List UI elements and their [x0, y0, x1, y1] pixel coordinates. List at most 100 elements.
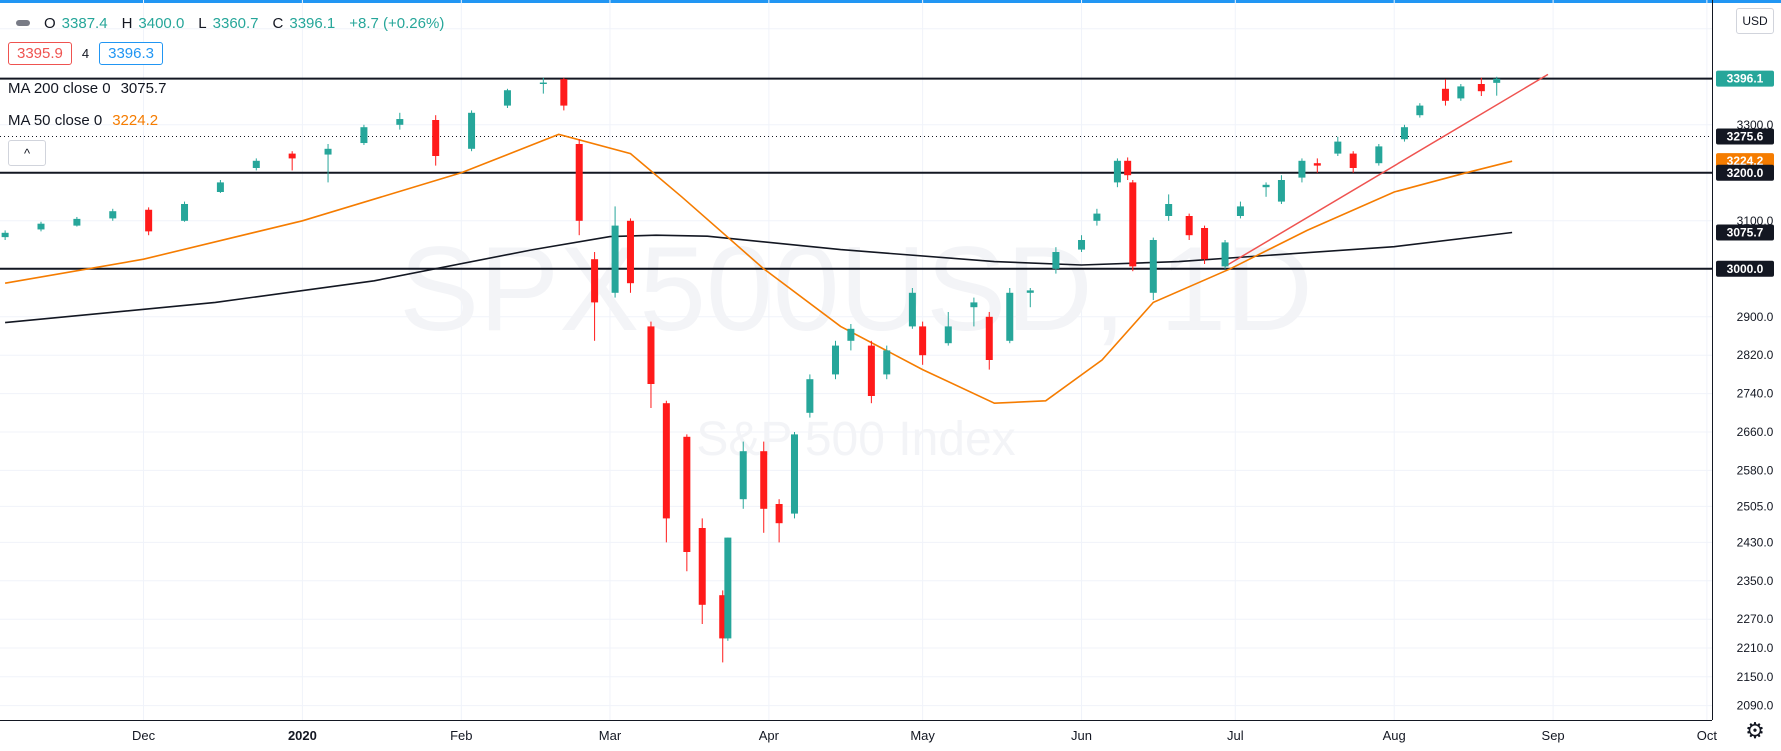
- ma200-value: 3075.7: [120, 80, 167, 97]
- candle-body: [1493, 78, 1501, 83]
- currency-button[interactable]: USD: [1736, 8, 1774, 34]
- candle-body: [1129, 182, 1137, 267]
- buy-price-button[interactable]: 3396.3: [99, 42, 164, 65]
- time-axis[interactable]: [0, 720, 1712, 751]
- candle-body: [181, 204, 189, 221]
- candle-body: [719, 595, 727, 639]
- price-tick-label: 2505.0: [1737, 499, 1774, 513]
- candle-body: [683, 436, 691, 552]
- candle-body: [1165, 204, 1173, 216]
- horizontal-levels[interactable]: [0, 77, 1712, 270]
- candle-body: [1298, 160, 1306, 178]
- candle-body: [1, 232, 9, 238]
- candle-body: [1078, 240, 1086, 250]
- minus-icon: [16, 20, 30, 26]
- price-axis-labels: 2090.0 2150.0 2210.0 2270.0 2350.0 2430.0 2505…: [1737, 22, 1774, 713]
- price-tick-label: 2090.0: [1737, 699, 1774, 713]
- collapse-legend-button[interactable]: [8, 12, 38, 34]
- price-axis[interactable]: [1712, 0, 1781, 720]
- price-tick-label: 2270.0: [1737, 612, 1774, 626]
- candle-body: [775, 504, 783, 524]
- candle-body: [919, 326, 927, 356]
- candle-body: [216, 182, 224, 192]
- price-tick-label: 2210.0: [1737, 641, 1774, 655]
- ma200-legend[interactable]: MA 200 close 0 3075.7: [8, 80, 166, 97]
- candle-body: [698, 528, 706, 605]
- price-tick-label: 2350.0: [1737, 574, 1774, 588]
- symbol-watermark: SPX500USD, 1D S&P 500 Index: [399, 222, 1313, 466]
- candle-body: [468, 112, 476, 149]
- candle-body: [611, 225, 619, 293]
- legend-toggle-button[interactable]: ^: [8, 140, 46, 166]
- time-tick-label: Apr: [759, 728, 780, 743]
- low-value: 3360.7: [212, 14, 259, 32]
- time-tick-label: 2020: [288, 728, 317, 743]
- price-tick-label: 2150.0: [1737, 670, 1774, 684]
- candle-body: [360, 127, 368, 144]
- candle-body: [575, 144, 583, 221]
- low-label: L: [198, 14, 207, 32]
- ma50-label: MA 50 close 0: [8, 112, 103, 129]
- candle-body: [145, 209, 153, 232]
- candle-body: [790, 434, 798, 514]
- ma50-value: 3224.2: [112, 112, 159, 129]
- candle-body: [739, 451, 747, 500]
- candle-body: [1221, 242, 1229, 267]
- sell-price-button[interactable]: 3395.9: [8, 42, 72, 65]
- candle-body: [1375, 146, 1383, 164]
- candle-body: [1026, 290, 1034, 293]
- ma200-line: [5, 231, 1513, 324]
- ma50-line: [4, 133, 1513, 405]
- candle-body: [109, 211, 117, 219]
- ma50-legend[interactable]: MA 50 close 0 3224.2: [8, 112, 158, 129]
- grid-lines: [0, 0, 1712, 720]
- moving-averages: [4, 133, 1513, 405]
- candle-body: [867, 345, 875, 396]
- candle-body: [1457, 86, 1465, 99]
- candle-body: [1236, 206, 1244, 216]
- high-value: 3400.0: [138, 14, 185, 32]
- candle-body: [1441, 88, 1449, 101]
- close-label: C: [272, 14, 284, 32]
- price-tick-label: 3100.0: [1737, 214, 1774, 228]
- candle-body: [1477, 84, 1485, 92]
- price-tick-label: 2900.0: [1737, 310, 1774, 324]
- time-axis-labels: Dec 2020 Feb Mar Apr May Jun Jul Aug Sep Oct: [132, 728, 1717, 743]
- candlestick-series[interactable]: [1, 76, 1501, 663]
- close-value: 3396.1: [289, 14, 336, 32]
- candle-body: [539, 82, 547, 84]
- gear-icon[interactable]: ⚙: [1745, 718, 1765, 743]
- watermark-description: S&P 500 Index: [696, 413, 1015, 466]
- ohlc-legend: O 3387.4 H 3400.0 L 3360.7 C 3396.1 +8.7 (+0…: [8, 10, 452, 36]
- time-tick-label: Mar: [599, 728, 622, 743]
- candle-body: [1113, 160, 1121, 183]
- price-marker-bg: [1716, 260, 1774, 277]
- candle-body: [1052, 252, 1060, 269]
- price-tick-label: 2740.0: [1737, 387, 1774, 401]
- candle-body: [396, 119, 404, 125]
- candle-body: [760, 451, 768, 509]
- candle-body: [724, 537, 732, 639]
- time-tick-label: May: [910, 728, 935, 743]
- top-accent-bar: [0, 0, 1781, 3]
- candle-body: [985, 316, 993, 360]
- candle-body: [252, 160, 260, 168]
- time-tick-label: Oct: [1697, 728, 1718, 743]
- candle-body: [1262, 184, 1270, 188]
- price-tick-label: 3300.0: [1737, 118, 1774, 132]
- trendline-group[interactable]: [1224, 73, 1549, 268]
- candle-body: [1006, 292, 1014, 341]
- candle-body: [503, 90, 511, 106]
- candle-body: [944, 326, 952, 344]
- candle-body: [831, 345, 839, 375]
- candle-body: [432, 120, 440, 156]
- candle-body: [560, 79, 568, 106]
- time-tick-label: Jun: [1071, 728, 1092, 743]
- candle-body: [324, 148, 332, 155]
- time-tick-label: Jul: [1227, 728, 1244, 743]
- candle-body: [806, 379, 814, 413]
- spread-value: 4: [81, 46, 90, 61]
- candle-body: [1349, 153, 1357, 168]
